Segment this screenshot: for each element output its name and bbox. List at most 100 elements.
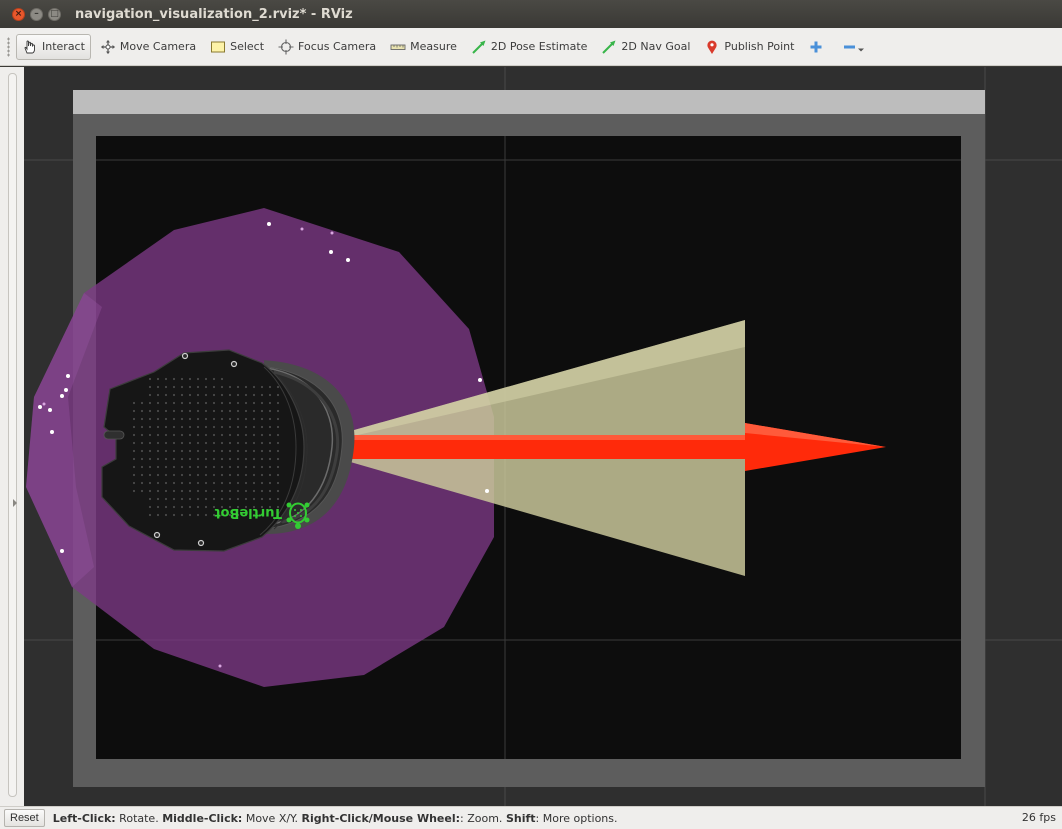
perforation-dot [172,465,176,469]
select-tool-button[interactable]: Select [205,34,269,60]
perforation-dot [132,401,136,405]
perforation-dot [156,441,160,445]
perforation-dot [228,401,232,405]
minus-icon [844,45,865,51]
focus-camera-tool-button[interactable]: Focus Camera [273,34,381,60]
perforation-dot [236,401,240,405]
perforation-dot [244,513,248,517]
perforation-dot [164,441,168,445]
status-bar: Reset Left-Click: Rotate. Middle-Click: … [0,806,1062,829]
publish-point-tool-button[interactable]: Publish Point [699,34,799,60]
perforation-dot [204,457,208,461]
perforation-dot [228,457,232,461]
minimize-window-button[interactable]: – [30,7,43,21]
screw-hole [153,531,161,539]
perforation-dot [220,377,224,381]
perforation-dot [260,401,264,405]
turtle-icon [286,502,310,529]
perforation-dot [132,417,136,421]
fov-cone-highlight [340,320,745,439]
perforation-dot [172,441,176,445]
perforation-dot [180,449,184,453]
perforation-dot [188,465,192,469]
maximize-window-button[interactable]: □ [48,7,61,21]
perforation-dot [204,425,208,429]
perforation-dot [140,457,144,461]
close-window-button[interactable]: × [12,7,25,21]
perforation-dot [172,425,176,429]
perforation-dot [252,409,256,413]
render-viewport[interactable]: TurtleBot [24,67,1062,806]
displays-panel-splitter[interactable] [8,73,17,797]
scene-canvas[interactable]: TurtleBot [24,67,1062,806]
perforation-dot [172,505,176,509]
add-tool-button[interactable] [803,34,833,60]
perforation-dot [252,385,256,389]
toolbar-grip-handle[interactable] [7,36,10,57]
perforation-dot [156,481,160,485]
interact-tool-button[interactable]: Interact [16,33,91,60]
goal-arrow-head-highlight [745,423,886,447]
2d-nav-goal-tool-button[interactable]: 2D Nav Goal [596,34,695,60]
perforation-dot [276,409,280,413]
plate-seam [259,366,297,536]
perforation-dot [196,409,200,413]
perforation-dot [196,465,200,469]
perforation-dot [268,489,272,493]
perforation-dot [196,441,200,445]
title-bar: × – □ navigation_visualization_2.rviz* -… [0,0,1062,28]
perforation-dot [180,497,184,501]
remove-tool-button[interactable] [837,34,875,60]
perforation-dot [188,441,192,445]
expand-panel-arrow-icon[interactable] [13,499,17,507]
perforation-dot [188,513,192,517]
perforation-dot [236,433,240,437]
perforation-dot [212,393,216,397]
perforation-dot [180,465,184,469]
perforation-dot [196,449,200,453]
perforation-dot [188,481,192,485]
perforation-dot [252,489,256,493]
perforation-dot [244,441,248,445]
perforation-dot [148,505,152,509]
measure-tool-button[interactable]: Measure [385,34,462,60]
perforation-dot [164,513,168,517]
perforation-dot [188,489,192,493]
reset-button[interactable]: Reset [4,809,45,827]
perforation-dot [196,481,200,485]
perforation-dot [148,385,152,389]
perforation-dot [228,481,232,485]
perforation-dot [244,489,248,493]
perforation-dot [276,497,280,501]
perforation-dot [228,497,232,501]
move-camera-tool-button[interactable]: Move Camera [95,34,201,60]
perforation-dot [204,393,208,397]
perforation-dot [260,417,264,421]
perforation-dot [172,377,176,381]
perforation-dot [140,401,144,405]
perforation-dot [172,457,176,461]
minimize-icon: – [34,8,39,19]
perforation-dot [148,401,152,405]
perforation-dot [172,433,176,437]
2d-pose-estimate-tool-button[interactable]: 2D Pose Estimate [466,34,593,60]
perforation-dot [164,385,168,389]
move-camera-tool-label: Move Camera [119,40,197,53]
perforation-dot [140,465,144,469]
laser-point [218,664,222,668]
perforation-dot [268,505,272,509]
perforation-dot [220,393,224,397]
perforation-dot [172,417,176,421]
perforation-dot [228,489,232,493]
perforation-dot [244,465,248,469]
perforation-dot [180,441,184,445]
green-arrow-icon [602,40,616,54]
plate-perforations [132,377,280,517]
perforation-dot [268,481,272,485]
perforation-dot [244,505,248,509]
laser-point [48,408,52,412]
laser-point [300,227,304,231]
perforation-dot [260,505,264,509]
perforation-dot [148,481,152,485]
perforation-dot [156,417,160,421]
